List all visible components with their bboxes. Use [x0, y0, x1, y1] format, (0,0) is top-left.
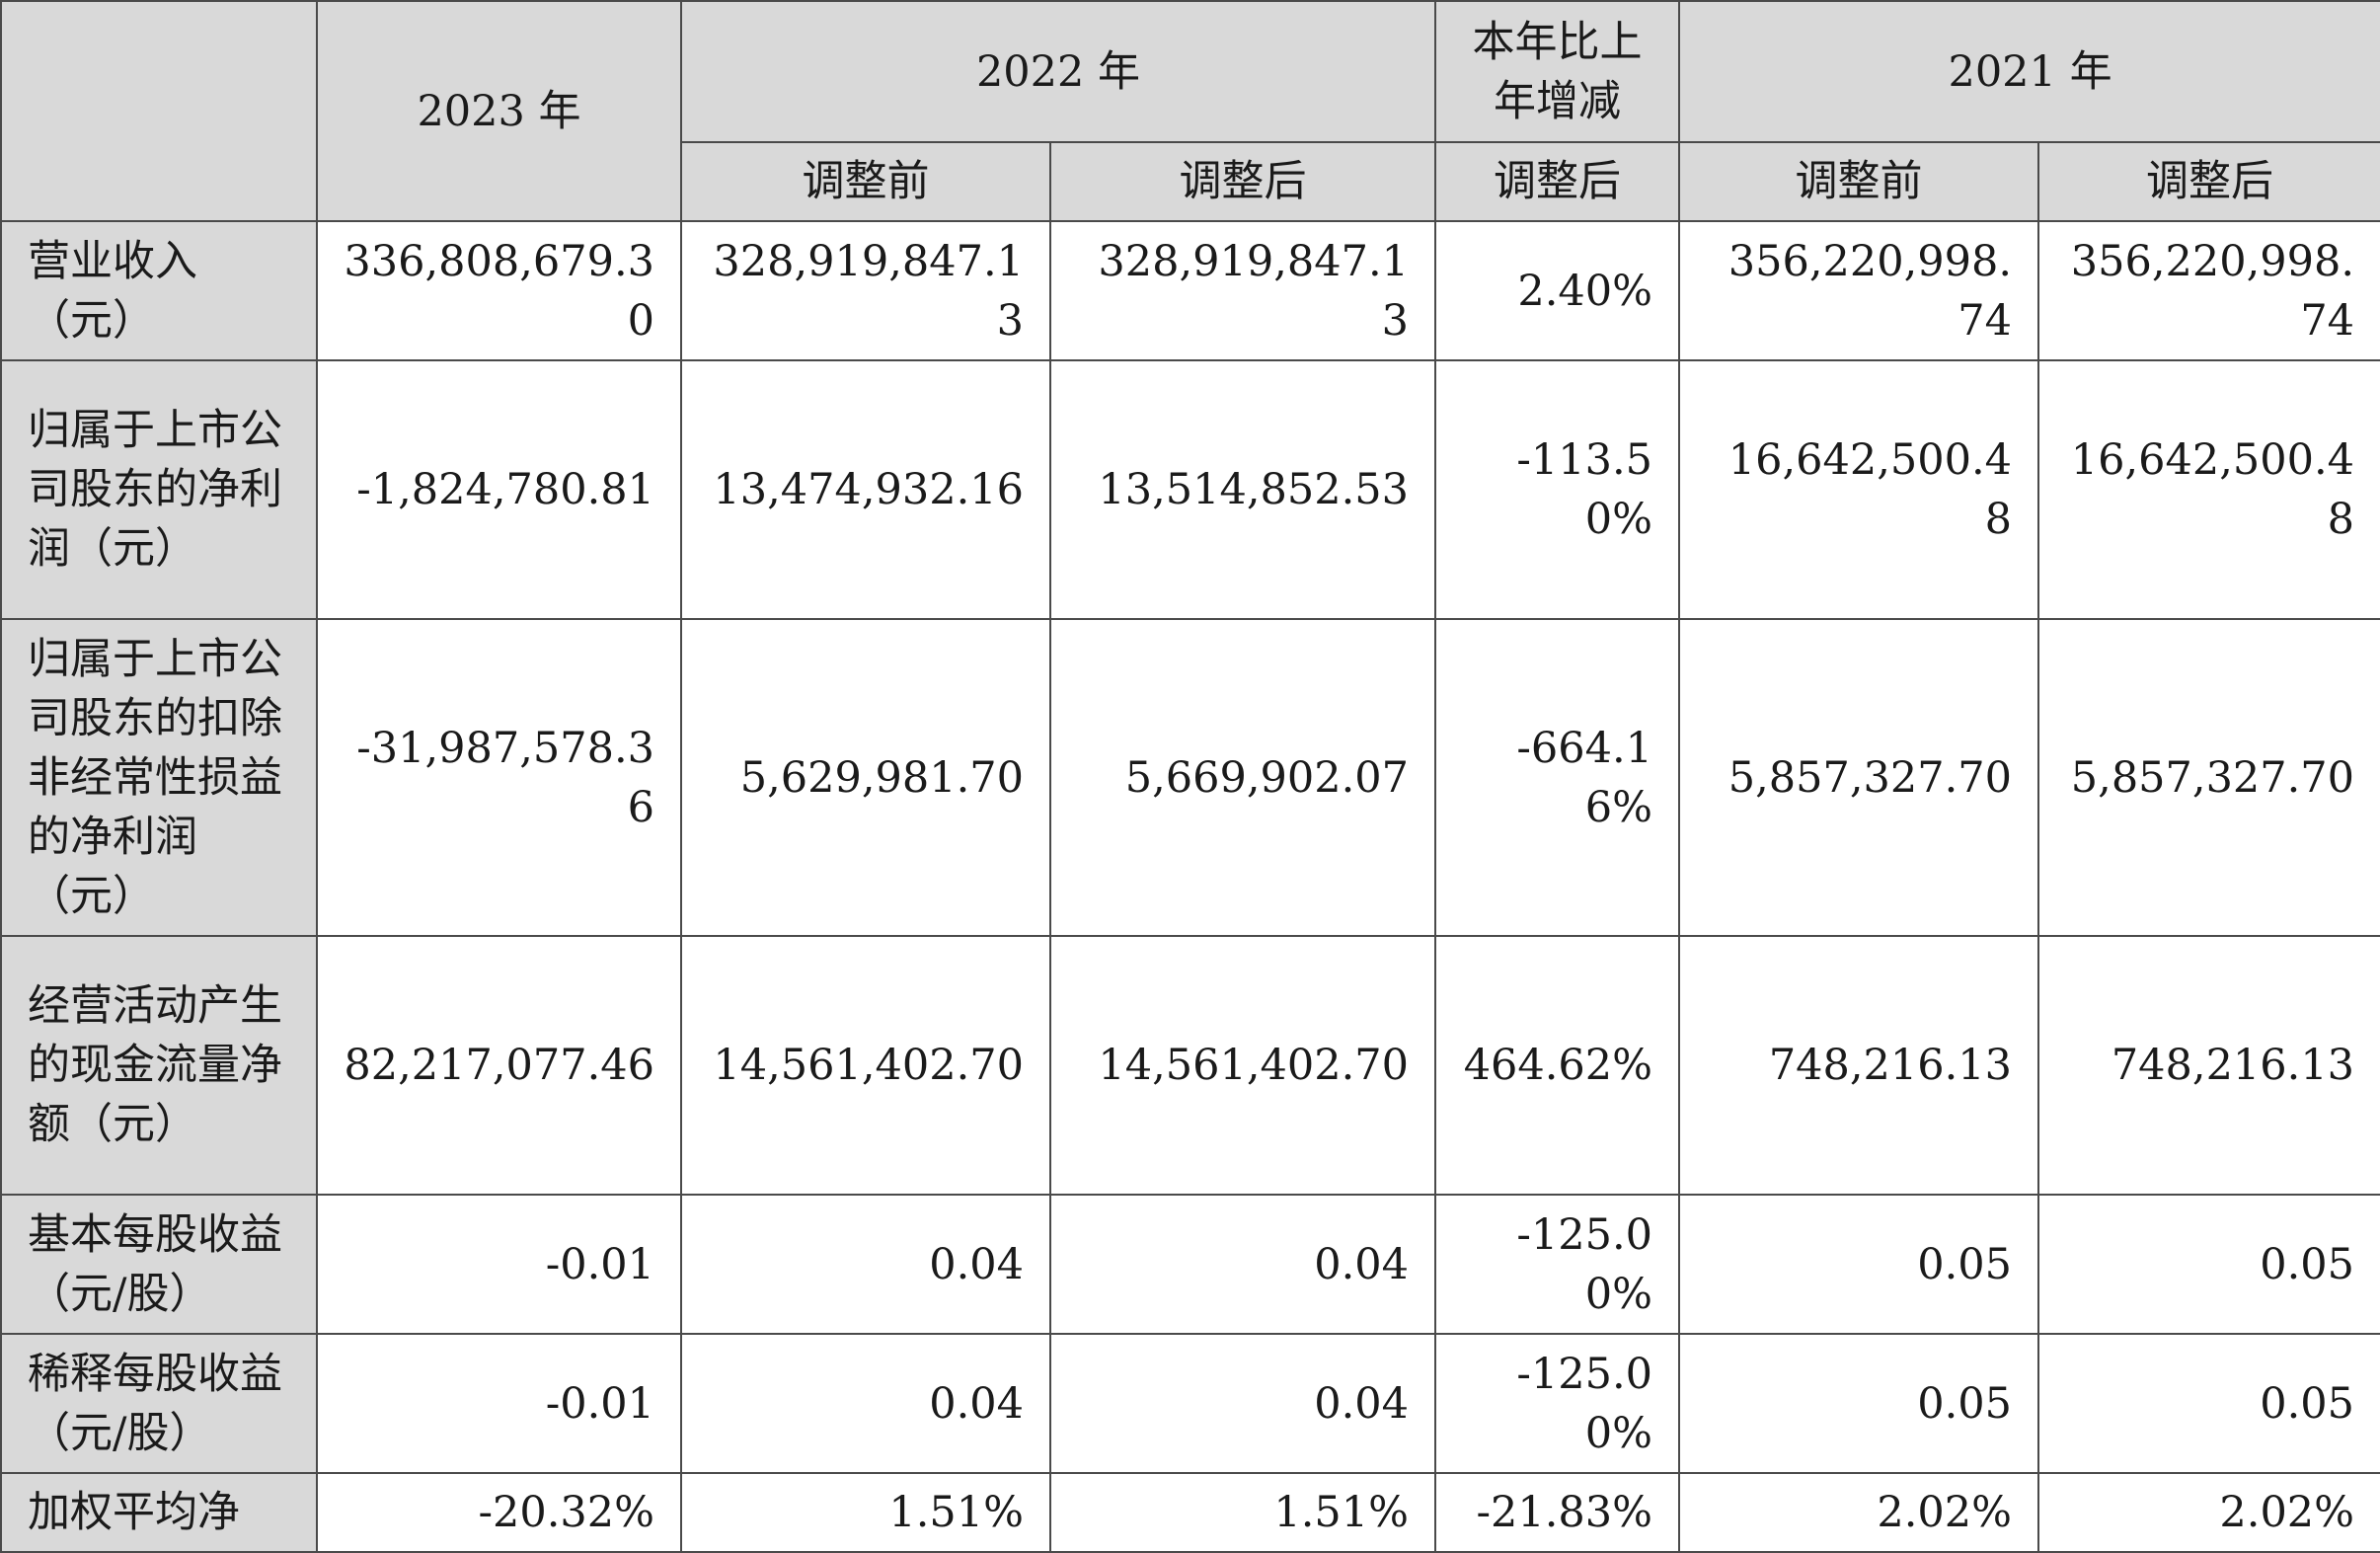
table-row: 营业收入（元） 336,808,679.30 328,919,847.13 32…: [0, 220, 2380, 361]
cell-2022-after: 1.51%: [1048, 1472, 1437, 1553]
cell-2022-before: 1.51%: [680, 1472, 1051, 1553]
cell-2022-after: 14,561,402.70: [1048, 935, 1437, 1196]
row-label: 稀释每股收益（元/股）: [0, 1333, 318, 1474]
table-row: 归属于上市公司股东的净利润（元） -1,824,780.81 13,474,93…: [0, 359, 2380, 620]
cell-2023: 82,217,077.46: [316, 935, 682, 1196]
cell-2023: -1,824,780.81: [316, 359, 682, 620]
header-row-adjustment: 调整前 调整后 调整后 调整前 调整后: [1, 141, 2380, 222]
row-label: 归属于上市公司股东的净利润（元）: [0, 359, 318, 620]
cell-2022-before: 13,474,932.16: [680, 359, 1051, 620]
header-yoy-after: 调整后: [1434, 141, 1681, 222]
cell-yoy: -125.00%: [1434, 1194, 1681, 1335]
row-label: 加权平均净: [0, 1472, 318, 1553]
cell-2021-after: 5,857,327.70: [2037, 618, 2380, 937]
row-label: 营业收入（元）: [0, 220, 318, 361]
cell-2021-before: 356,220,998.74: [1678, 220, 2040, 361]
cell-2021-after: 2.02%: [2037, 1472, 2380, 1553]
header-yoy-change: 本年比上年增减: [1434, 0, 1681, 143]
cell-2022-before: 0.04: [680, 1333, 1051, 1474]
row-label: 基本每股收益（元/股）: [0, 1194, 318, 1335]
row-label: 归属于上市公司股东的扣除非经常性损益的净利润（元）: [0, 618, 318, 937]
cell-2022-after: 0.04: [1048, 1333, 1437, 1474]
header-2022-after: 调整后: [1048, 141, 1437, 222]
row-label: 经营活动产生的现金流量净额（元）: [0, 935, 318, 1196]
header-2021: 2021 年: [1678, 0, 2380, 143]
cell-2021-after: 748,216.13: [2037, 935, 2380, 1196]
header-corner-cell: [0, 0, 318, 222]
cell-2023: -0.01: [316, 1333, 682, 1474]
header-2022: 2022 年: [679, 0, 1437, 143]
cell-2021-after: 0.05: [2037, 1194, 2380, 1335]
cell-2022-before: 328,919,847.13: [680, 220, 1051, 361]
table-row: 基本每股收益（元/股） -0.01 0.04 0.04 -125.00% 0.0…: [0, 1194, 2380, 1335]
table-row: 归属于上市公司股东的扣除非经常性损益的净利润（元） -31,987,578.36…: [0, 618, 2380, 937]
cell-2021-before: 0.05: [1678, 1333, 2040, 1474]
cell-yoy: -664.16%: [1434, 618, 1681, 937]
cell-yoy: -113.50%: [1434, 359, 1681, 620]
cell-2021-after: 16,642,500.48: [2037, 359, 2380, 620]
cell-2023: 336,808,679.30: [316, 220, 682, 361]
cell-2022-before: 14,561,402.70: [680, 935, 1051, 1196]
cell-yoy: -125.00%: [1434, 1333, 1681, 1474]
table-row: 经营活动产生的现金流量净额（元） 82,217,077.46 14,561,40…: [0, 935, 2380, 1196]
header-2022-before: 调整前: [680, 141, 1051, 222]
cell-2023: -20.32%: [316, 1472, 682, 1553]
cell-2022-after: 0.04: [1048, 1194, 1437, 1335]
cell-2021-before: 748,216.13: [1678, 935, 2040, 1196]
cell-2021-before: 5,857,327.70: [1678, 618, 2040, 937]
header-2021-after: 调整后: [2037, 141, 2380, 222]
cell-2022-before: 0.04: [680, 1194, 1051, 1335]
cell-yoy: -21.83%: [1434, 1472, 1681, 1553]
cell-2021-before: 16,642,500.48: [1678, 359, 2040, 620]
cell-2021-before: 2.02%: [1678, 1472, 2040, 1553]
header-row-years: 2023 年 2022 年 本年比上年增减 2021 年: [0, 0, 2380, 222]
cell-2022-after: 328,919,847.13: [1048, 220, 1437, 361]
cell-2021-before: 0.05: [1678, 1194, 2040, 1335]
cell-2021-after: 356,220,998.74: [2037, 220, 2380, 361]
cell-2023: -0.01: [316, 1194, 682, 1335]
header-2021-before: 调整前: [1678, 141, 2040, 222]
cell-2021-after: 0.05: [2037, 1333, 2380, 1474]
cell-2023: -31,987,578.36: [316, 618, 682, 937]
cell-yoy: 464.62%: [1434, 935, 1681, 1196]
cell-2022-after: 13,514,852.53: [1048, 359, 1437, 620]
header-2023: 2023 年: [316, 0, 682, 222]
cell-2022-before: 5,629,981.70: [680, 618, 1051, 937]
cell-2022-after: 5,669,902.07: [1048, 618, 1437, 937]
cell-yoy: 2.40%: [1434, 220, 1681, 361]
table-row: 稀释每股收益（元/股） -0.01 0.04 0.04 -125.00% 0.0…: [0, 1333, 2380, 1474]
table-row: 加权平均净 -20.32% 1.51% 1.51% -21.83% 2.02% …: [0, 1472, 2380, 1553]
